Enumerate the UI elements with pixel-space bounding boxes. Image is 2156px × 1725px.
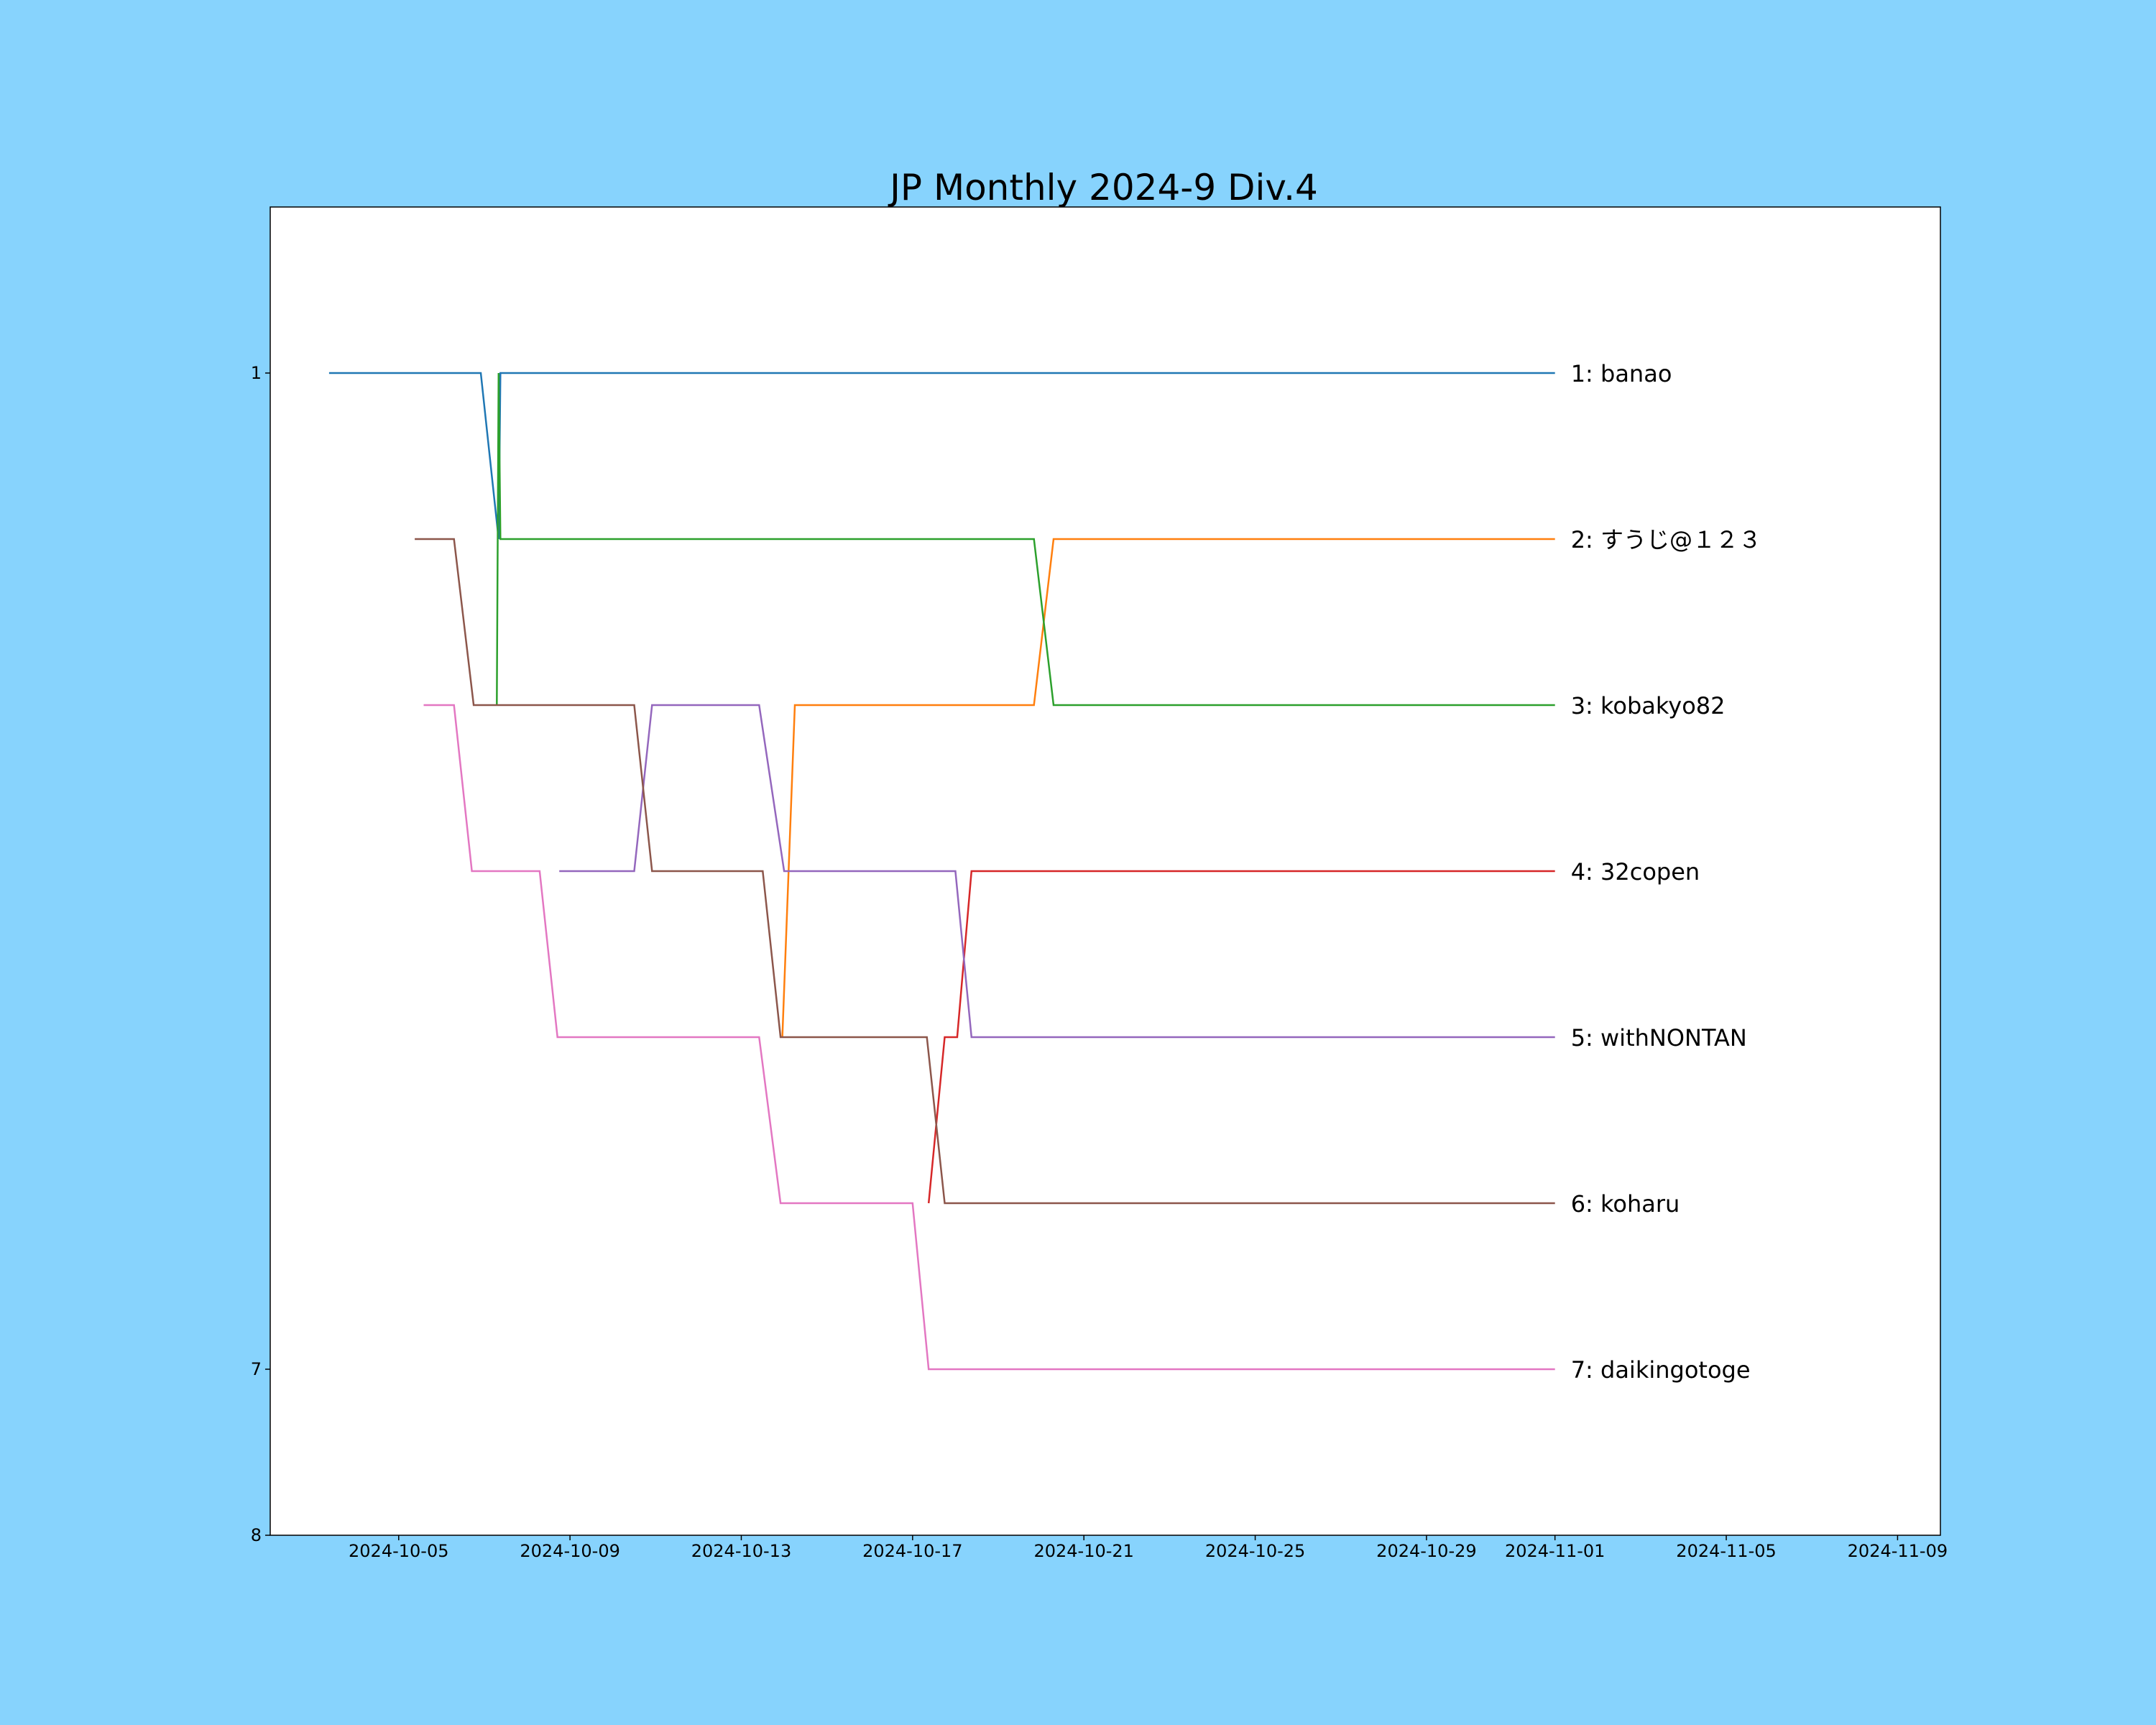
x-tick-label-10: 2024-11-09: [1848, 1541, 1948, 1561]
x-tick-label-4: 2024-10-17: [862, 1541, 962, 1561]
axes-layer: 1 7 8 2024-10-05 2024-10-09 2024-10-13 2024-10…: [251, 363, 1948, 1561]
series-label-7: 7: daikingotoge: [1571, 1356, 1751, 1384]
series-label-4: 4: 32copen: [1571, 858, 1700, 886]
x-tick-label-2: 2024-10-09: [520, 1541, 619, 1561]
series-label-6: 6: koharu: [1571, 1190, 1680, 1218]
series-label-3: 3: kobakyo82: [1571, 692, 1726, 719]
labels-layer: 1: banao 2: すうじ@１２３ 3: kobakyo82 4: 32copen…: [1571, 360, 1761, 1384]
series-layer: [328, 372, 1555, 1371]
series-line-7: [423, 704, 1555, 1371]
y-tick-label-3: 8: [251, 1525, 262, 1545]
x-tick-label-9: 2024-11-05: [1676, 1541, 1776, 1561]
chart-title: JP Monthly 2024-9 Div.4: [888, 167, 1318, 208]
y-tick-label-2: 7: [251, 1359, 262, 1379]
series-line-4: [927, 870, 1555, 1204]
series-line-6: [415, 538, 1555, 1205]
series-line-3: [496, 372, 1555, 707]
y-tick-label-1: 1: [251, 363, 262, 383]
series-line-2: [781, 538, 1555, 1038]
x-tick-label-5: 2024-10-21: [1033, 1541, 1133, 1561]
series-line-5: [559, 704, 1555, 1039]
series-label-2: 2: すうじ@１２３: [1571, 526, 1761, 553]
x-tick-label-6: 2024-10-25: [1205, 1541, 1305, 1561]
x-tick-label-8: 2024-11-01: [1505, 1541, 1605, 1561]
series-label-5: 5: withNONTAN: [1571, 1024, 1747, 1052]
x-tick-label-7: 2024-10-29: [1376, 1541, 1476, 1561]
series-label-1: 1: banao: [1571, 360, 1672, 387]
x-tick-label-3: 2024-10-13: [691, 1541, 791, 1561]
x-tick-label-1: 2024-10-05: [349, 1541, 448, 1561]
